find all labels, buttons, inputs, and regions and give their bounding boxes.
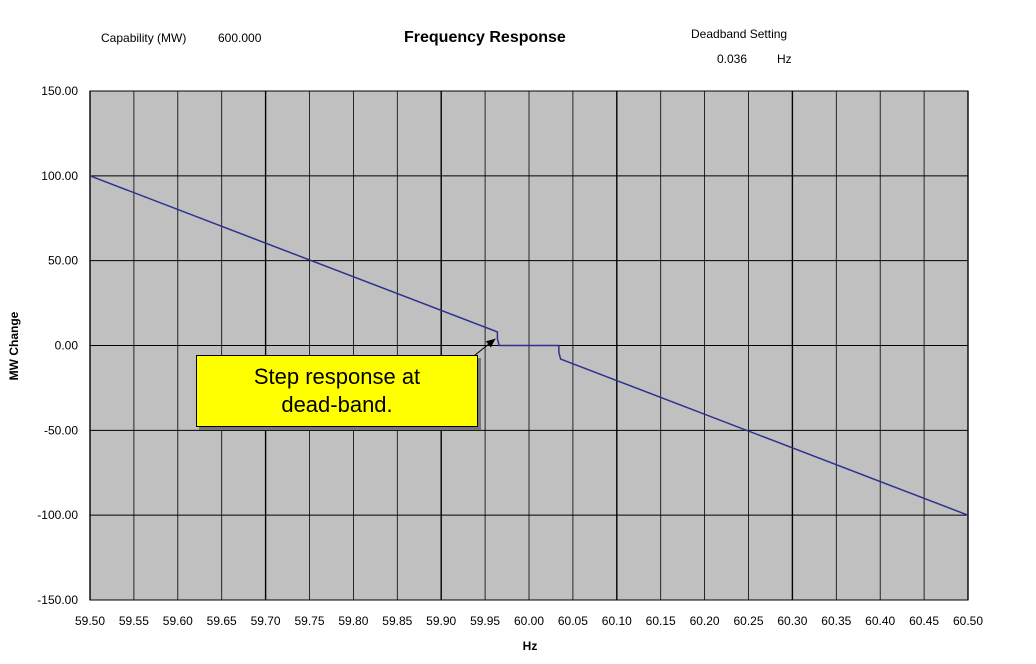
x-tick-label: 59.95 (470, 614, 500, 628)
x-tick-label: 59.85 (382, 614, 412, 628)
y-tick-label: 0.00 (55, 339, 79, 353)
chart-title: Frequency Response (404, 29, 566, 46)
x-tick-label: 59.90 (426, 614, 456, 628)
x-tick-label: 60.00 (514, 614, 544, 628)
x-tick-label: 60.20 (690, 614, 720, 628)
capability-value: 600.000 (218, 31, 262, 45)
y-tick-label: -50.00 (44, 423, 78, 437)
y-tick-label: 100.00 (41, 169, 78, 183)
x-tick-label: 60.35 (821, 614, 851, 628)
x-tick-label: 59.50 (75, 614, 105, 628)
y-tick-label: 50.00 (48, 254, 78, 268)
x-tick-label: 60.50 (953, 614, 983, 628)
x-tick-label: 59.75 (294, 614, 324, 628)
callout-box: Step response at dead-band. (196, 355, 478, 427)
y-tick-label: -100.00 (37, 508, 78, 522)
x-tick-label: 60.10 (602, 614, 632, 628)
deadband-unit: Hz (777, 52, 792, 66)
y-tick-label: 150.00 (41, 84, 78, 98)
callout-arrowhead (485, 338, 496, 348)
deadband-value: 0.036 (717, 52, 748, 66)
series-line (89, 175, 969, 516)
x-tick-label: 60.15 (646, 614, 676, 628)
x-tick-label: 60.30 (777, 614, 807, 628)
callout-line-1: Step response at (253, 364, 421, 389)
x-tick-label: 60.45 (909, 614, 939, 628)
y-tick-label: -150.00 (37, 593, 78, 607)
deadband-label: Deadband Setting (691, 27, 788, 41)
x-axis-label: Hz (523, 639, 538, 653)
x-tick-labels: 59.50 59.55 59.60 59.65 59.70 59.75 59.80 59.85… (75, 614, 983, 628)
capability-label: Capability (MW) (101, 31, 187, 45)
x-tick-label: 60.05 (558, 614, 588, 628)
x-tick-label: 60.40 (865, 614, 895, 628)
x-tick-label: 60.25 (733, 614, 763, 628)
y-tick-labels: 150.00 100.00 50.00 0.00 -50.00 -100.00 -150.0… (37, 84, 78, 607)
x-tick-label: 59.70 (251, 614, 281, 628)
x-tick-label: 59.80 (338, 614, 368, 628)
x-tick-label: 59.60 (163, 614, 193, 628)
x-tick-label: 59.55 (119, 614, 149, 628)
callout-line-2: dead-band. (281, 392, 393, 417)
y-axis-label: MW Change (7, 311, 21, 380)
x-tick-label: 59.65 (207, 614, 237, 628)
